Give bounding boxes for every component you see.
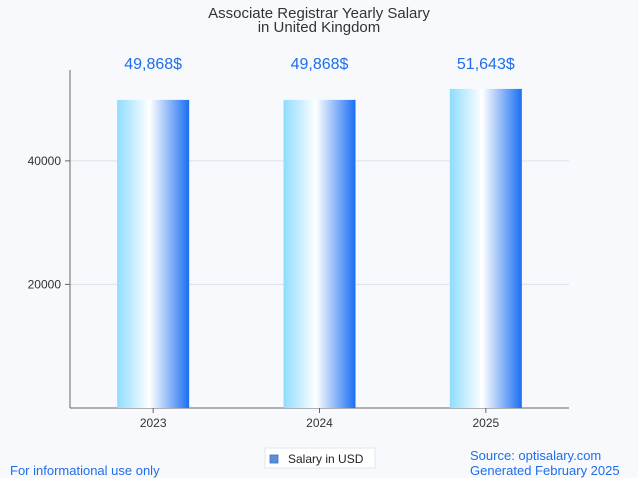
legend-swatch xyxy=(269,454,279,464)
x-tick-label-2023: 2023 xyxy=(140,416,167,430)
data-label-2025: 51,643$ xyxy=(457,56,515,73)
chart-title-line-2: in United Kingdom xyxy=(258,19,381,36)
y-tick-label-40000: 40000 xyxy=(28,154,62,168)
data-label-2023: 49,868$ xyxy=(124,56,182,73)
y-axis-ticks: 20000 40000 xyxy=(28,154,70,291)
data-labels: 49,868$ 49,868$ 51,643$ xyxy=(124,56,515,73)
legend-box xyxy=(264,447,376,469)
chart-title-line-1: Associate Registrar Yearly Salary xyxy=(208,5,430,22)
y-tick-label-20000: 20000 xyxy=(28,277,62,291)
footer-generated-date: Generated February 2025 xyxy=(470,463,620,478)
data-label-2024: 49,868$ xyxy=(291,56,349,73)
bar-2025 xyxy=(449,88,522,408)
legend-label: Salary in USD xyxy=(288,452,364,466)
legend[interactable]: Salary in USD xyxy=(264,447,376,469)
footer-disclaimer: For informational use only xyxy=(10,463,160,478)
bar-2024 xyxy=(283,99,356,409)
x-tick-label-2024: 2024 xyxy=(306,416,333,430)
footer-source[interactable]: Source: optisalary.com xyxy=(470,448,601,463)
bars xyxy=(117,88,522,409)
bar-2023 xyxy=(117,99,190,409)
x-tick-label-2025: 2025 xyxy=(472,416,499,430)
x-axis-ticks: 2023 2024 2025 xyxy=(140,408,500,430)
